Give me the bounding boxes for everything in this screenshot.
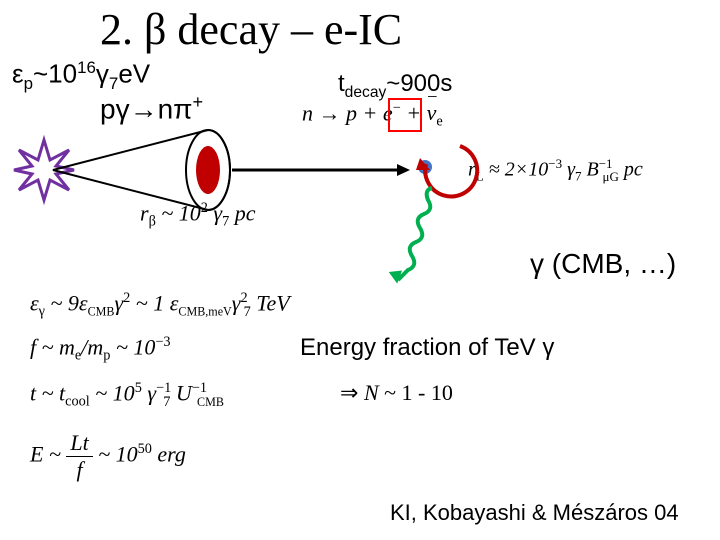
ep-label: εp~1016γ7eV — [12, 58, 150, 94]
reaction-label: pγ→nπ+ — [100, 92, 203, 125]
egamma-formula: εγ ~ 9εCMBγ2 ~ 1 εCMB,meVγ27 TeV — [30, 290, 290, 321]
citation: KI, Kobayashi & Mészáros 04 — [390, 500, 679, 526]
slide-title: 2. β decay – e-IC — [100, 4, 402, 55]
efrac-label: Energy fraction of TeV γ — [300, 334, 554, 362]
N-formula: ⇒ N ~ 1 - 10 — [340, 380, 453, 406]
photon-wave — [360, 180, 470, 290]
neutron-arrow — [232, 160, 412, 180]
E-formula: E ~ Ltf ~ 1050 erg — [30, 430, 186, 483]
electron-highlight-box — [388, 98, 422, 132]
rL-formula: rL ≈ 2×10−3 γ7 B−1μG pc — [468, 156, 643, 185]
tcool-formula: t ~ tcool ~ 105 γ−17 U−1CMB — [30, 380, 224, 411]
cmb-label: γ (CMB, …) — [530, 248, 676, 280]
beam-cone — [48, 124, 238, 216]
f-formula: f ~ me/mp ~ 10−3 — [30, 334, 171, 365]
